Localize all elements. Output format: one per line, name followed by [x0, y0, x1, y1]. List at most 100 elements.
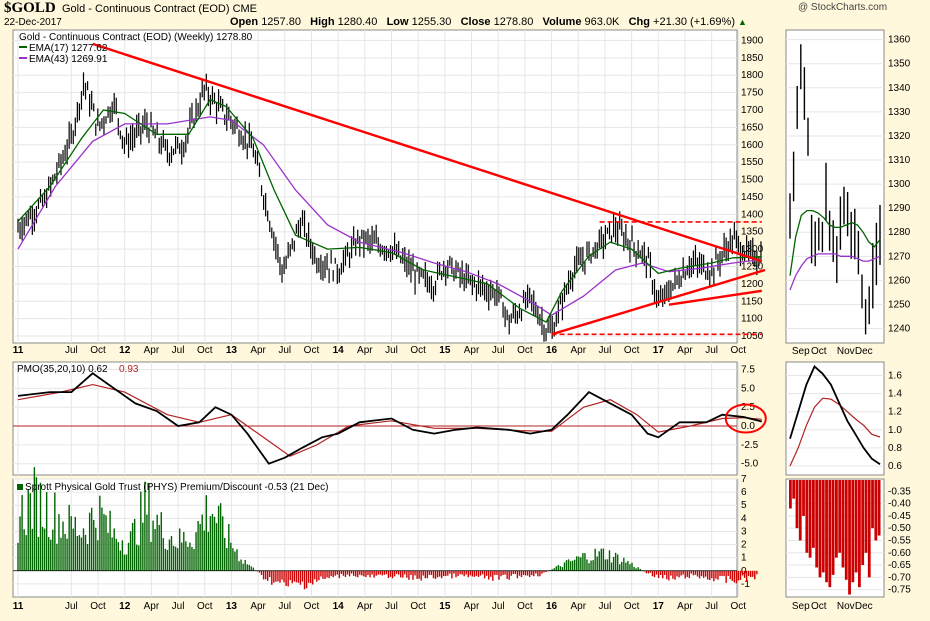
phys-bar: [148, 483, 150, 571]
phys-bar: [19, 516, 21, 571]
phys-bar: [86, 544, 89, 571]
main-phys-panel: [12, 478, 738, 598]
x-tick-label: Jul: [705, 601, 718, 612]
phys-bar: [205, 495, 207, 571]
trendline: [92, 42, 763, 263]
phys-bar: [244, 559, 246, 571]
daily-phys-bar: [831, 480, 835, 575]
phys-bar: [269, 570, 271, 578]
phys-bar: [471, 570, 474, 577]
phys-bar: [477, 570, 480, 577]
phys-bar: [397, 570, 400, 575]
x-tick-label: 14: [333, 601, 345, 612]
x-tick-label: Apr: [357, 601, 373, 612]
legend-pmo: PMO(35,20,10) 0.62: [17, 364, 108, 375]
phys-bar: [170, 536, 173, 571]
phys-bar: [213, 516, 216, 571]
phys-bar: [541, 570, 543, 574]
phys-bar: [183, 531, 185, 571]
phys-bar: [168, 539, 171, 571]
x-tick-label: Jul: [278, 601, 291, 612]
watermark: @ StockCharts.com: [798, 2, 888, 13]
phys-bar: [612, 556, 615, 571]
y-tick-label: 1330: [888, 107, 911, 118]
phys-bar: [659, 570, 662, 576]
daily-phys-bar: [821, 480, 825, 573]
y-tick-label: 1340: [888, 83, 911, 94]
x-tick-label: 13: [226, 601, 238, 612]
phys-bar: [217, 505, 220, 571]
phys-bar: [481, 570, 484, 575]
x-tick-label: 13: [226, 345, 238, 356]
close-label: Close: [460, 16, 491, 28]
daily-phys-bar: [808, 480, 812, 558]
y-tick-label: -0.45: [888, 511, 911, 522]
y-tick-label: 0.8: [888, 443, 902, 454]
x-tick-label: Jul: [65, 345, 78, 356]
phys-bar: [520, 570, 523, 578]
ema43-line: [17, 116, 762, 316]
x-tick-label: Oct: [811, 601, 827, 612]
daily-phys-bar: [851, 480, 855, 583]
phys-bar: [322, 570, 324, 579]
phys-bar: [696, 570, 699, 577]
highlight-circle: [724, 403, 767, 434]
y-tick-label: 2: [741, 540, 747, 551]
phys-bar: [80, 537, 83, 571]
phys-bar: [160, 512, 162, 571]
y-tick-label: 1250: [741, 261, 764, 272]
y-tick-label: 1850: [741, 53, 764, 64]
phys-bar: [680, 570, 682, 576]
phys-bar: [297, 570, 300, 583]
phys-bar: [187, 546, 189, 571]
phys-bar: [428, 570, 431, 575]
phys-bar: [418, 570, 420, 579]
phys-bar: [465, 570, 467, 575]
phys-bar: [115, 538, 117, 571]
phys-bar: [602, 548, 605, 571]
phys-bar: [375, 570, 377, 576]
phys-bar: [719, 570, 721, 576]
phys-bar: [729, 570, 731, 580]
phys-bar: [573, 559, 576, 571]
phys-bar: [655, 570, 658, 575]
phys-bar: [567, 559, 570, 571]
phys-bar: [252, 567, 255, 571]
x-tick-label: Jul: [172, 345, 185, 356]
phys-bar: [508, 570, 510, 580]
x-tick-label: 12: [119, 601, 131, 612]
phys-bar: [502, 570, 504, 576]
phys-bar: [312, 570, 314, 585]
phys-bar: [318, 570, 320, 581]
y-tick-label: -0.35: [888, 486, 911, 497]
x-tick-label: Jul: [705, 345, 718, 356]
daily-phys-bar: [858, 480, 861, 588]
phys-bar: [586, 559, 588, 571]
phys-bar: [580, 557, 582, 571]
daily-phys-bar: [818, 480, 822, 578]
y-tick-label: 1280: [888, 227, 911, 238]
y-tick-label: 1290: [888, 203, 911, 214]
phys-bar: [420, 570, 422, 581]
phys-bar: [500, 570, 502, 577]
phys-bar: [598, 551, 600, 571]
phys-bar: [494, 570, 496, 576]
phys-bar: [262, 570, 265, 580]
phys-bar: [226, 548, 228, 571]
phys-bar: [123, 554, 126, 571]
phys-bar: [334, 570, 336, 576]
y-tick-label: -0.75: [888, 585, 911, 596]
pmo-signal-line: [17, 383, 762, 457]
phys-bar: [430, 570, 433, 575]
phys-bar: [121, 540, 124, 571]
phys-bar: [332, 570, 334, 578]
phys-bar: [727, 570, 729, 576]
phys-bar: [62, 521, 64, 571]
y-tick-label: 1240: [888, 324, 911, 335]
phys-bar: [342, 570, 345, 576]
phys-bar: [164, 548, 167, 571]
x-tick-label: Oct: [90, 345, 106, 356]
y-tick-label: 1900: [741, 35, 764, 46]
phys-bar: [688, 570, 691, 578]
phys-bar: [154, 528, 156, 571]
